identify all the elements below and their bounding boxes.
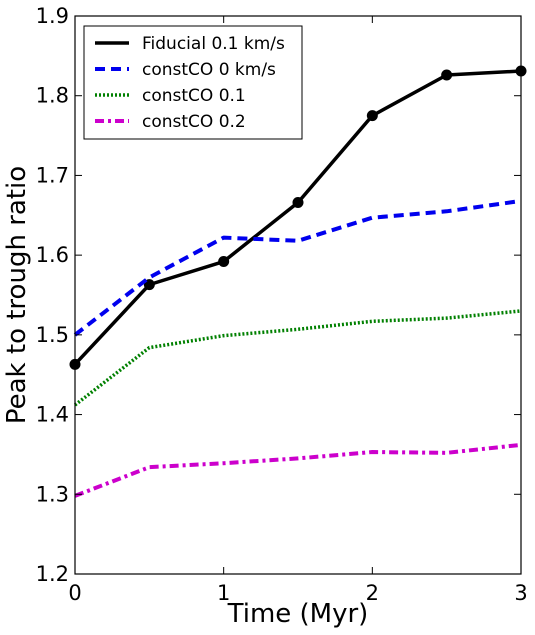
legend-entry: constCO 0 km/s [142, 60, 276, 80]
data-point [292, 197, 304, 209]
x-tick-label: 3 [514, 581, 527, 605]
series-2 [73, 309, 522, 407]
y-tick-label: 1.4 [36, 403, 69, 427]
legend-entry: constCO 0.2 [142, 112, 246, 132]
series-line [74, 442, 522, 498]
plot-frame [74, 15, 522, 575]
data-point [366, 110, 378, 122]
y-tick-label: 1.6 [36, 243, 69, 267]
axis-ticks: 0 1 2 3 1.2 1.3 1.4 1.5 1.6 1.7 1.8 1.9 [36, 4, 528, 605]
legend-entry: Fiducial 0.1 km/s [142, 34, 285, 54]
series-line [73, 198, 522, 337]
y-tick-label: 1.7 [36, 163, 69, 187]
legend: Fiducial 0.1 km/s constCO 0 km/s constCO 0… [83, 25, 303, 140]
y-axis-label: Peak to trough ratio [2, 166, 32, 424]
y-tick-label: 1.9 [36, 4, 69, 28]
x-tick-label: 1 [217, 581, 230, 605]
x-tick-label: 0 [68, 581, 81, 605]
x-axis-label: Time (Myr) [227, 599, 369, 629]
y-tick-label: 1.2 [36, 562, 69, 586]
y-tick-label: 1.3 [36, 482, 69, 506]
series-line [73, 309, 522, 407]
legend-entry: constCO 0.1 [142, 86, 246, 106]
data-point [441, 69, 453, 81]
y-tick-label: 1.5 [36, 323, 69, 347]
x-tick-label: 2 [366, 581, 379, 605]
y-tick-label: 1.8 [36, 84, 69, 108]
series-1 [73, 198, 522, 337]
series-3 [74, 442, 522, 498]
data-point [218, 256, 230, 268]
